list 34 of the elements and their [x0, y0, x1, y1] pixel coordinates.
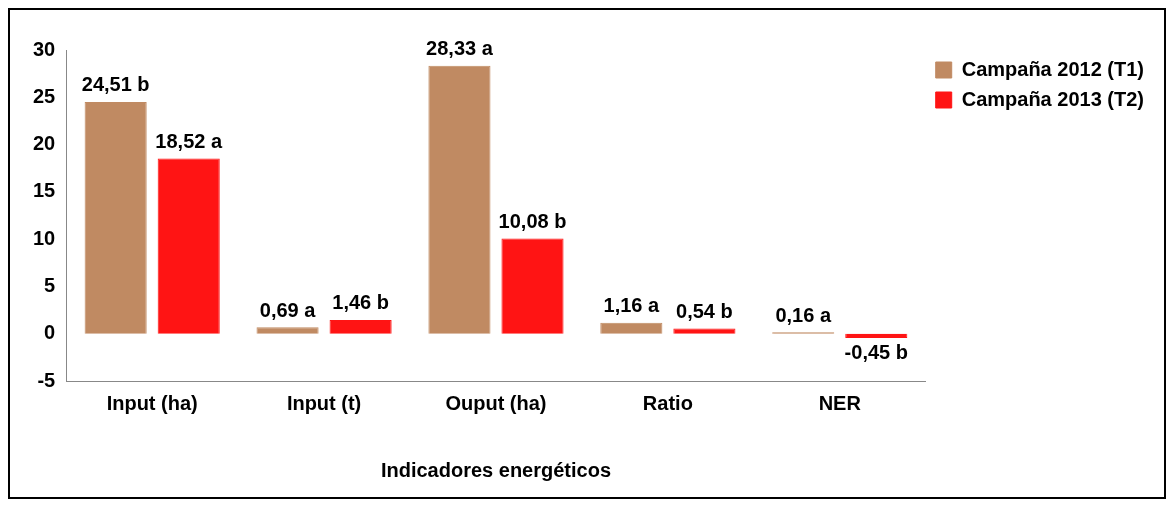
bar	[600, 322, 663, 334]
x-tick-label: Input (t)	[286, 391, 362, 414]
x-axis-title: Indicadores energéticos	[380, 458, 612, 481]
legend-label: Campaña 2012 (T1)	[961, 57, 1144, 80]
x-tick-label: Ratio	[642, 391, 693, 414]
bar	[428, 65, 491, 334]
legend-label: Campaña 2013 (T2)	[961, 87, 1144, 110]
y-tick-label: 20	[33, 132, 56, 155]
y-tick-label: 0	[44, 321, 56, 344]
bar	[501, 238, 564, 334]
bar	[157, 158, 220, 334]
y-tick-label: 30	[33, 37, 56, 60]
y-tick-label: 15	[33, 179, 56, 202]
data-label: 18,52 a	[155, 130, 223, 153]
bar	[329, 319, 392, 334]
y-tick-label: 10	[33, 226, 56, 249]
y-tick-label: 5	[44, 273, 56, 296]
data-label: 1,46 b	[332, 291, 389, 314]
x-tick-label: NER	[818, 391, 862, 414]
bar	[256, 327, 319, 334]
bar	[84, 101, 147, 334]
data-label: 1,16 a	[603, 294, 661, 317]
x-tick-label: Input (ha)	[106, 391, 198, 414]
data-label: 10,08 b	[498, 209, 567, 232]
data-label: 0,16 a	[775, 303, 832, 326]
y-tick-label: -5	[37, 368, 56, 391]
bar	[845, 333, 908, 338]
y-tick-label: 25	[33, 84, 56, 107]
data-label: 24,51 b	[81, 73, 150, 96]
data-label: 0,54 b	[676, 300, 733, 323]
data-label: 28,33 a	[426, 37, 494, 60]
data-label: 0,69 a	[259, 298, 317, 321]
x-tick-label: Ouput (ha)	[445, 391, 547, 414]
data-label: -0,45 b	[844, 341, 908, 364]
